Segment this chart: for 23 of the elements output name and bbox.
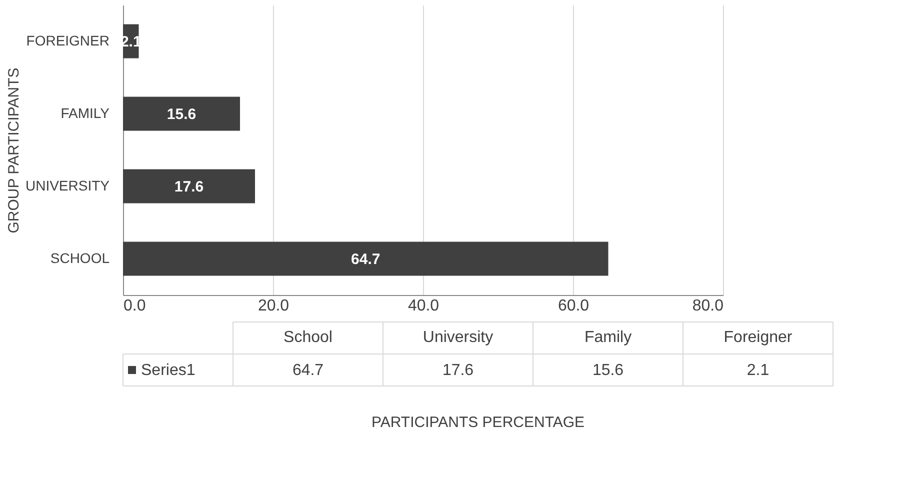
text: 64.7	[292, 362, 324, 379]
data-label: 15.6	[166, 106, 196, 123]
text: 17.6	[442, 362, 474, 379]
text: Family	[584, 329, 632, 346]
legend-label: Series1	[141, 362, 196, 379]
x-tick-label: 0.0	[124, 298, 146, 314]
text: University	[422, 329, 494, 346]
y-tick-label: SCHOOL	[50, 250, 110, 266]
y-tick-label: FOREIGNER	[26, 32, 110, 48]
text: 2.1	[746, 362, 770, 379]
text: Foreigner	[724, 329, 793, 346]
data-label: 17.6	[174, 178, 204, 196]
x-tick-label: 20.0	[258, 298, 290, 314]
text: 15.6	[592, 362, 624, 379]
text: PARTICIPANTS PERCENTAGE	[371, 414, 585, 431]
x-tick-label: 40.0	[408, 298, 440, 314]
y-axis-title: GROUP PARTICIPANTS	[5, 68, 22, 234]
y-tick-label: UNIVERSITY	[25, 177, 110, 194]
y-tick-label: FAMILY	[60, 104, 110, 121]
data-label: 64.7	[351, 250, 380, 268]
x-tick-label: 80.0	[692, 298, 724, 314]
text: School	[284, 329, 332, 346]
x-tick-label: 60.0	[558, 298, 590, 314]
